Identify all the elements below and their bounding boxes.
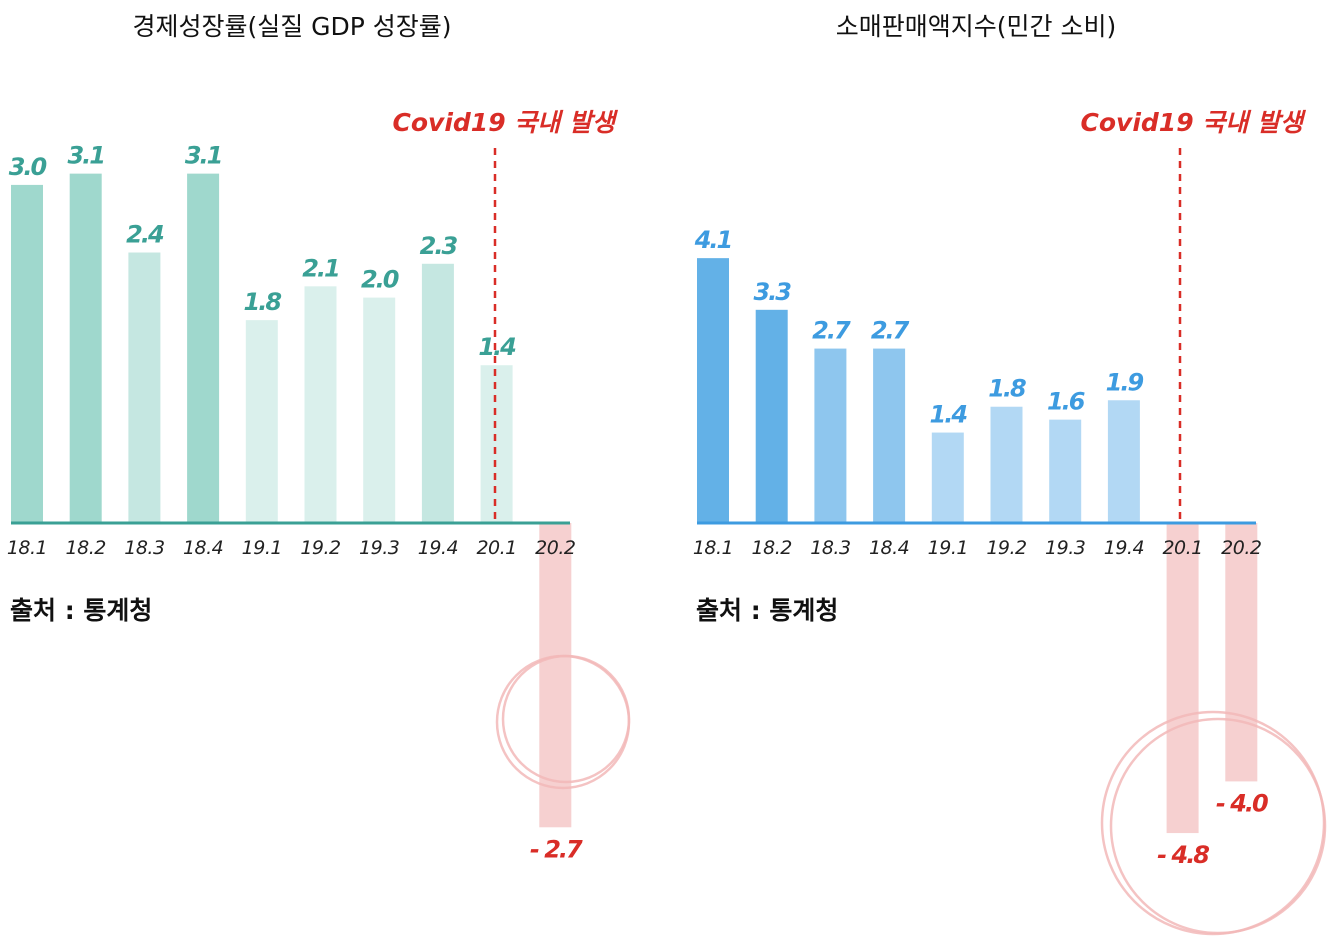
gdp-tick-18.2: 18.2 [66,537,106,559]
gdp-value-label-18.1: 3.0 [9,153,47,181]
gdp-bar-18.1 [11,184,43,523]
retail-covid-annotation: Covid19 국내 발생 [1081,108,1307,137]
gdp-value-label-19.1: 1.8 [244,288,282,316]
retail-tick-19.2: 19.2 [986,537,1026,559]
gdp-bar-19.4 [421,263,454,523]
gdp-tick-19.4: 19.4 [418,537,458,559]
gdp-bar-19.3 [363,297,396,523]
retail-tick-19.4: 19.4 [1104,537,1144,559]
gdp-value-label-19.4: 2.3 [420,232,458,260]
retail-tick-18.1: 18.1 [693,537,733,559]
retail-tick-20.2: 20.2 [1221,537,1261,559]
retail-value-label-19.2: 1.8 [988,375,1026,403]
gdp-tick-19.3: 19.3 [359,537,399,559]
gdp-tick-19.1: 19.1 [242,537,282,559]
retail-sales-chart: 소매판매액지수(민간 소비) 4.1 18.1 3.3 18.2 2.7 18.3 2.7 1… [693,12,1327,936]
gdp-tick-18.4: 18.4 [183,537,223,559]
retail-tick-19.1: 19.1 [928,537,968,559]
retail-tick-18.4: 18.4 [869,537,909,559]
gdp-value-label-18.3: 2.4 [126,221,164,249]
gdp-value-label-20.1: 1.4 [478,333,516,361]
gdp-bar-18.2 [69,173,102,523]
retail-value-label-18.2: 3.3 [753,278,791,306]
retail-bar-20.2 [1225,523,1258,782]
retail-highlight-circle-2 [1109,717,1327,935]
gdp-tick-20.2: 20.2 [535,537,575,559]
gdp-bar-18.4 [187,173,220,523]
gdp-bar-20.2 [539,523,572,828]
retail-value-label-18.3: 2.7 [812,317,851,345]
retail-tick-19.3: 19.3 [1045,537,1085,559]
gdp-bar-18.3 [128,252,161,523]
retail-bar-19.3 [1049,419,1082,523]
retail-bar-19.4 [1107,400,1140,523]
retail-value-label-19.4: 1.9 [1106,368,1144,396]
retail-value-label-19.1: 1.4 [930,401,968,429]
retail-bars: 4.1 18.1 3.3 18.2 2.7 18.3 2.7 18.4 1.4 19.1 1.8 19… [693,148,1327,936]
gdp-highlight-circle-2 [501,654,631,784]
gdp-source-text: 출처 : 통계청 [10,596,152,625]
retail-tick-20.1: 20.1 [1162,537,1202,559]
retail-highlight-circle-1 [1100,710,1326,936]
retail-bar-18.2 [755,309,788,523]
retail-bar-19.1 [931,432,964,523]
retail-source-text: 출처 : 통계청 [696,596,838,625]
retail-value-label-20.1: - 4.8 [1157,841,1209,869]
retail-bar-18.1 [697,258,729,523]
gdp-bar-20.1 [480,365,513,523]
gdp-growth-chart: 경제성장률(실질 GDP 성장률) 3.018.13.118.22.418.33… [7,12,631,863]
retail-value-label-20.2: - 4.0 [1216,789,1268,817]
retail-value-label-18.1: 4.1 [694,226,732,254]
retail-chart-title: 소매판매액지수(민간 소비) [836,12,1116,41]
gdp-bar-19.1 [245,320,278,523]
gdp-tick-20.1: 20.1 [476,537,516,559]
retail-tick-18.3: 18.3 [810,537,850,559]
retail-value-label-18.4: 2.7 [871,317,910,345]
gdp-value-label-18.4: 3.1 [185,142,222,170]
gdp-value-label-19.3: 2.0 [361,266,399,294]
gdp-tick-19.2: 19.2 [300,537,340,559]
gdp-value-label-19.2: 2.1 [302,254,339,282]
retail-bar-19.2 [990,406,1023,523]
retail-bar-20.1 [1166,523,1199,834]
gdp-value-label-20.2: - 2.7 [530,835,583,863]
retail-value-label-19.3: 1.6 [1047,388,1085,416]
gdp-chart-title: 경제성장률(실질 GDP 성장률) [132,12,451,41]
retail-bar-18.3 [814,348,847,523]
gdp-bars: 3.0 18.1 3.1 18.2 2.4 18.3 3.1 18.4 1.8 19.1 2.1 19… [7,142,631,863]
retail-tick-18.2: 18.2 [752,537,792,559]
gdp-tick-18.3: 18.3 [124,537,164,559]
gdp-tick-18.1: 18.1 [7,537,47,559]
retail-bar-18.4 [873,348,906,523]
gdp-covid-annotation: Covid19 국내 발생 [393,108,619,137]
gdp-value-label-18.2: 3.1 [67,142,104,170]
gdp-bar-19.2 [304,286,337,523]
